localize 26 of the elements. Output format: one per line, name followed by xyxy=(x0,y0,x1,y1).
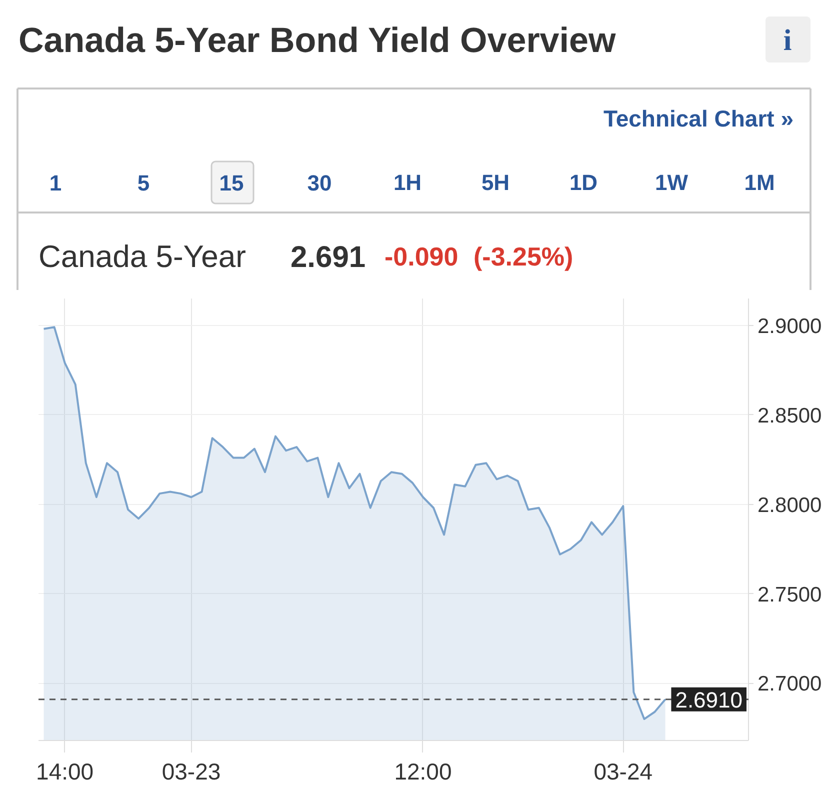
text: 1H xyxy=(393,170,422,195)
y-tick-label: 2.9000 xyxy=(758,314,822,338)
y-tick-label: 2.8000 xyxy=(758,494,822,517)
x-tick-label: 03-24 xyxy=(594,758,653,784)
text: 15 xyxy=(219,170,244,196)
text: 1 xyxy=(49,170,62,196)
x-tick-label: 14:00 xyxy=(36,758,94,784)
text: 1D xyxy=(569,170,598,195)
chart-title: Canada 5-Year Bond Yield Overview xyxy=(18,21,616,60)
y-tick-label: 2.7500 xyxy=(758,583,822,606)
text: Technical Chart » xyxy=(603,106,794,132)
text: 30 xyxy=(307,170,332,196)
y-tick-label: 2.7000 xyxy=(758,672,822,696)
text: 1W xyxy=(655,170,688,195)
text: 1M xyxy=(744,170,775,195)
text: i xyxy=(783,24,792,57)
x-tick-label: 03-23 xyxy=(162,758,221,784)
x-tick-label: 12:00 xyxy=(394,758,452,784)
text: 5 xyxy=(137,170,150,196)
text: (-3.25%) xyxy=(474,242,574,272)
text: 5H xyxy=(481,170,510,195)
ref-line-label: 2.6910 xyxy=(675,687,743,712)
text: -0.090 xyxy=(384,242,458,272)
y-tick-label: 2.8500 xyxy=(758,404,822,428)
text: 2.691 xyxy=(290,241,366,274)
chart-subtitle: Canada 5-Year xyxy=(38,239,246,274)
